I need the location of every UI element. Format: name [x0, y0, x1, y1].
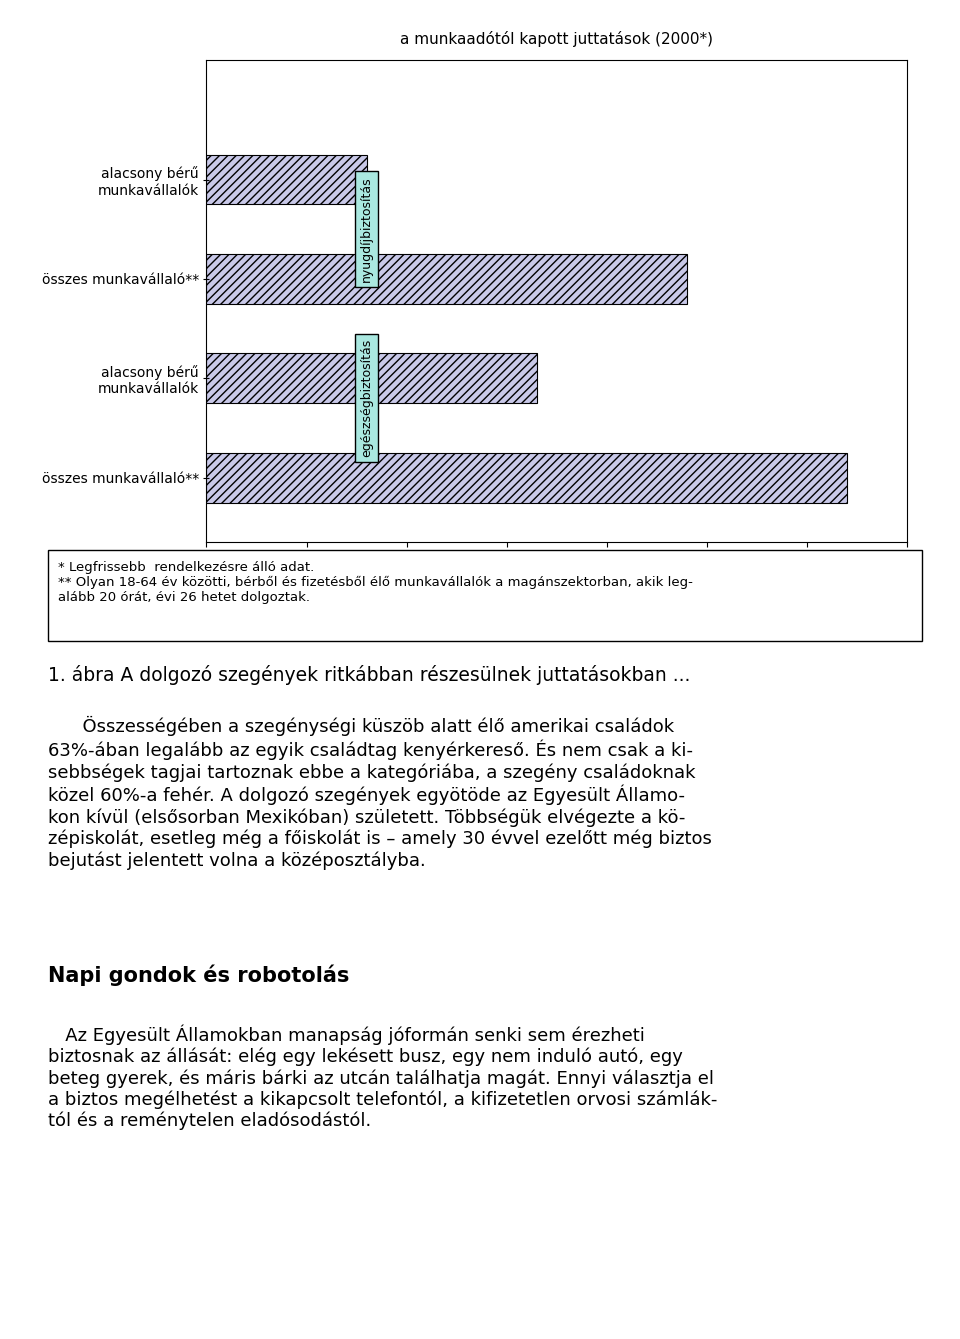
Bar: [206, 254, 687, 304]
Bar: [206, 453, 847, 502]
Bar: [206, 353, 537, 403]
Title: a munkaadótól kapott juttatások (2000*): a munkaadótól kapott juttatások (2000*): [400, 31, 713, 47]
X-axis label: %: %: [549, 572, 564, 586]
FancyBboxPatch shape: [48, 550, 922, 641]
Text: nyugdíjbiztosítás: nyugdíjbiztosítás: [360, 177, 373, 283]
Text: egészségbiztosítás: egészségbiztosítás: [360, 339, 373, 458]
Text: Összességében a szegénységi küszöb alatt élő amerikai családok
63%-ában legalább: Összességében a szegénységi küszöb alatt…: [48, 716, 712, 869]
Text: Napi gondok és robotolás: Napi gondok és robotolás: [48, 964, 349, 986]
Text: Az Egyesült Államokban manapság jóformán senki sem érezheti
biztosnak az állását: Az Egyesült Államokban manapság jóformán…: [48, 1024, 717, 1130]
Text: * Legfrissebb  rendelkezésre álló adat.
** Olyan 18-64 év közötti, bérből és fiz: * Legfrissebb rendelkezésre álló adat. *…: [59, 561, 693, 604]
Bar: [206, 155, 367, 205]
Text: 1. ábra A dolgozó szegények ritkábban részesülnek juttatásokban ...: 1. ábra A dolgozó szegények ritkábban ré…: [48, 665, 690, 686]
